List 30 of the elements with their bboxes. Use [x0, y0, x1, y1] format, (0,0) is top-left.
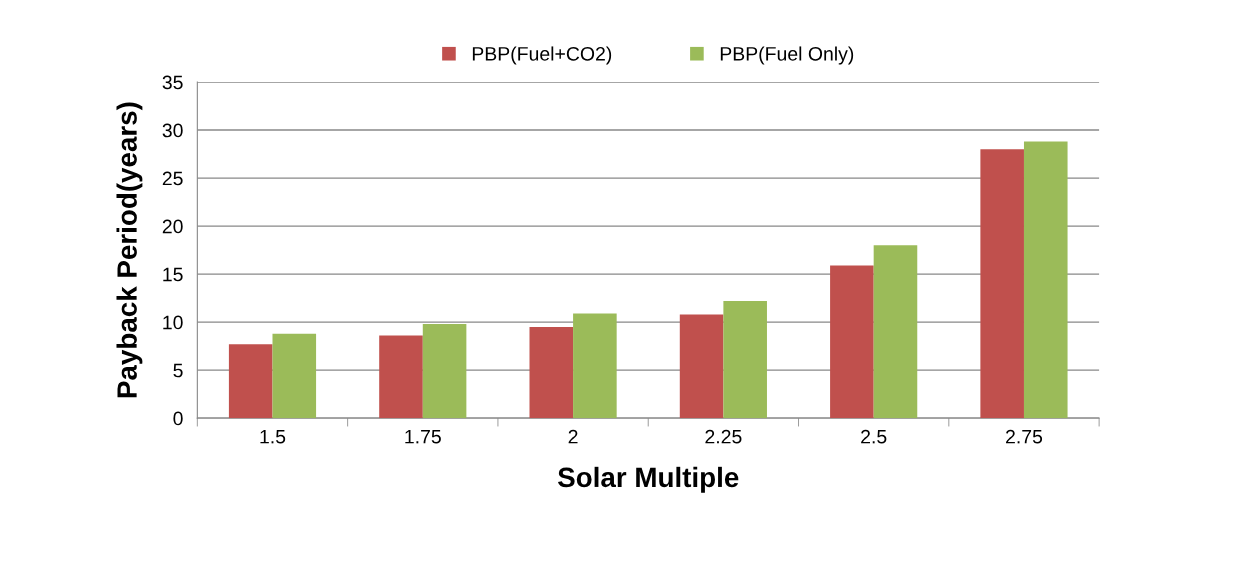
y-tick-label: 35: [162, 75, 183, 90]
y-axis-title: Payback Period(years): [116, 102, 143, 398]
bar: [573, 313, 617, 419]
legend-label: PBP(Fuel+CO2): [472, 46, 612, 65]
x-tick-label: 2.5: [861, 429, 887, 444]
bar: [873, 245, 918, 419]
bar: [422, 324, 467, 419]
x-tick-label: 2.25: [705, 429, 742, 444]
legend-label: PBP(Fuel Only): [720, 46, 854, 65]
bar: [272, 333, 317, 419]
x-tick-label: 1.5: [260, 429, 286, 444]
x-axis-title: Solar Multiple: [557, 466, 739, 493]
bar: [679, 314, 724, 419]
x-tick-label: 1.75: [405, 429, 441, 444]
bar: [228, 344, 273, 419]
bar: [830, 265, 874, 419]
y-tick-label: 10: [163, 315, 183, 330]
y-tick-label: 25: [162, 171, 183, 186]
y-tick-label: 15: [163, 267, 183, 282]
y-tick-label: 30: [162, 123, 183, 138]
bar: [1023, 141, 1068, 419]
bar: [980, 149, 1024, 419]
y-tick-label: 5: [173, 363, 183, 378]
bar: [723, 300, 767, 419]
y-tick-label: 0: [173, 411, 183, 426]
bar: [379, 335, 423, 419]
bar: [529, 326, 574, 419]
x-tick-label: 2.75: [1006, 429, 1043, 444]
y-tick-label: 20: [162, 219, 183, 234]
x-tick-label: 2: [568, 429, 578, 444]
